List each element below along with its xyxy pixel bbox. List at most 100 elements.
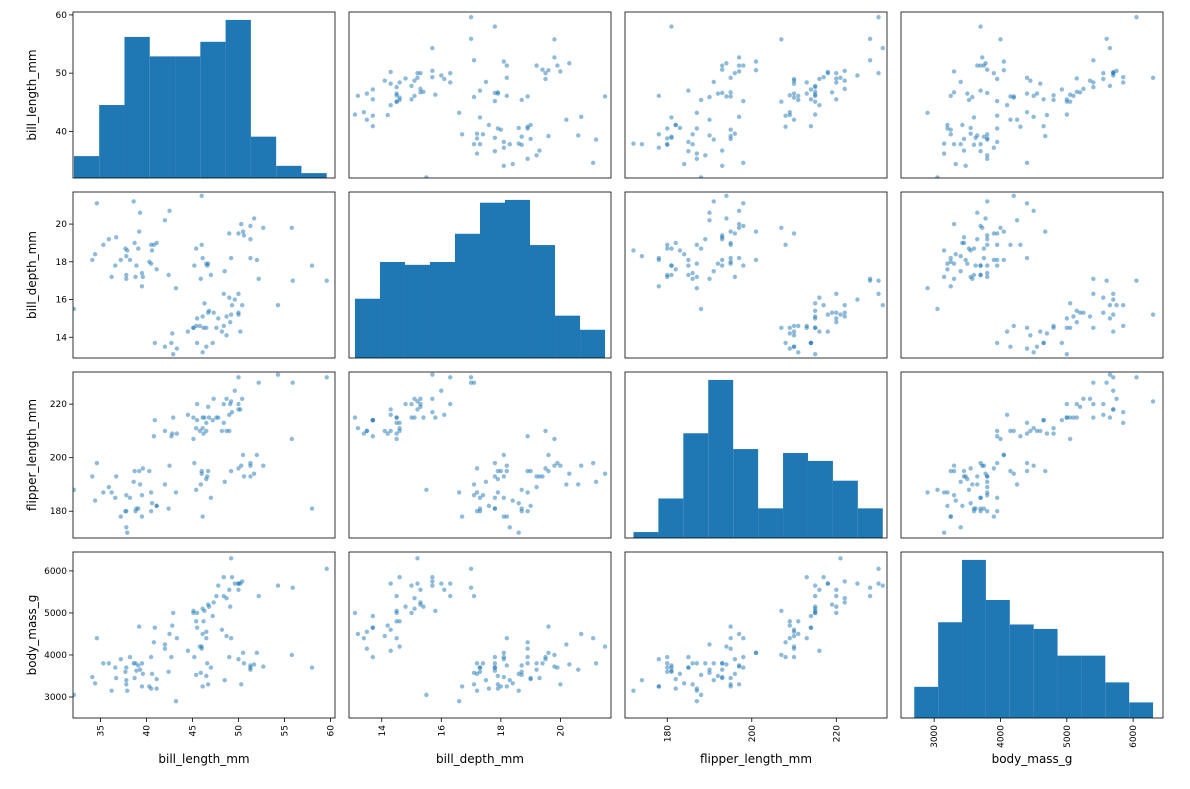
point xyxy=(73,487,77,493)
point xyxy=(90,474,95,479)
point xyxy=(370,113,376,118)
point xyxy=(1091,380,1096,385)
point xyxy=(808,97,814,102)
point xyxy=(248,255,253,261)
x-tick-label: 4000 xyxy=(996,725,1006,748)
point xyxy=(504,93,509,99)
y-tick-label: 20 xyxy=(56,220,68,230)
point xyxy=(945,267,950,272)
point xyxy=(978,223,983,229)
point xyxy=(516,125,521,131)
point xyxy=(948,255,953,261)
point xyxy=(516,141,521,146)
point xyxy=(1041,340,1046,346)
point xyxy=(985,509,990,514)
point xyxy=(516,688,521,693)
point xyxy=(200,415,205,420)
point xyxy=(382,428,387,434)
point xyxy=(471,593,477,599)
point xyxy=(324,566,329,572)
point xyxy=(834,593,839,599)
point xyxy=(834,97,839,102)
y-axis-label: body_mass_g xyxy=(25,595,39,676)
point xyxy=(132,468,137,474)
point xyxy=(994,428,1000,434)
point xyxy=(132,240,137,246)
point xyxy=(495,468,501,474)
point xyxy=(471,58,477,63)
point xyxy=(1150,75,1156,81)
point xyxy=(985,479,990,484)
point xyxy=(804,325,809,331)
point xyxy=(256,276,261,281)
point xyxy=(1018,124,1023,129)
point xyxy=(741,160,746,166)
point xyxy=(724,61,729,66)
x-tick-label: 55 xyxy=(280,725,290,736)
point xyxy=(935,306,940,312)
point xyxy=(783,242,788,248)
point xyxy=(983,61,988,66)
point xyxy=(783,640,788,645)
point xyxy=(415,399,420,404)
point xyxy=(394,619,399,624)
point xyxy=(1107,372,1113,377)
point xyxy=(1028,428,1033,434)
point xyxy=(656,132,662,137)
point xyxy=(880,583,885,588)
point xyxy=(185,412,191,418)
x-axis-label: bill_depth_mm xyxy=(436,752,524,766)
point xyxy=(1024,109,1030,115)
point xyxy=(707,667,712,672)
point xyxy=(543,466,548,471)
point xyxy=(507,525,512,530)
point xyxy=(106,661,112,666)
point xyxy=(397,428,402,434)
point xyxy=(1111,329,1116,334)
point xyxy=(504,663,509,668)
point xyxy=(656,284,662,289)
point xyxy=(812,308,818,314)
point xyxy=(197,644,203,649)
point xyxy=(239,463,244,468)
point xyxy=(433,608,438,614)
point xyxy=(951,492,957,498)
hist-bar xyxy=(429,262,455,358)
panel-frame xyxy=(624,551,888,719)
point xyxy=(501,495,507,501)
point xyxy=(474,136,480,141)
point xyxy=(985,136,990,141)
point xyxy=(719,667,725,672)
point xyxy=(973,263,978,268)
point xyxy=(552,55,557,60)
point xyxy=(1043,468,1048,474)
point xyxy=(236,466,241,471)
point xyxy=(978,460,983,466)
point xyxy=(783,340,788,346)
point xyxy=(229,302,235,308)
point xyxy=(791,81,797,86)
point xyxy=(965,476,970,482)
point xyxy=(504,63,509,68)
point xyxy=(519,97,524,103)
point xyxy=(855,73,860,78)
point xyxy=(985,236,990,242)
point xyxy=(707,133,712,138)
point xyxy=(471,670,477,676)
point xyxy=(791,344,797,349)
y-tick-label: 220 xyxy=(50,400,67,410)
point xyxy=(474,151,480,156)
point xyxy=(394,635,399,641)
point xyxy=(825,69,831,75)
point xyxy=(236,656,241,662)
point xyxy=(397,644,402,649)
point xyxy=(289,652,294,658)
point xyxy=(945,490,950,495)
point xyxy=(224,633,229,639)
point xyxy=(309,665,315,670)
point xyxy=(686,139,691,145)
point xyxy=(173,490,179,495)
panel xyxy=(348,191,612,359)
point xyxy=(711,137,716,142)
point xyxy=(812,112,818,117)
